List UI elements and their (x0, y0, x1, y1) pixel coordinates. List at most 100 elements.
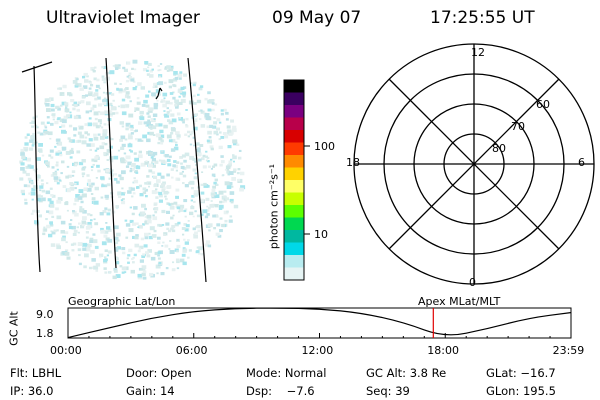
speckle (158, 191, 163, 196)
speckle (115, 111, 119, 115)
speckle (31, 125, 34, 128)
speckle (195, 226, 198, 228)
speckle (128, 133, 132, 137)
speckle (175, 195, 179, 199)
speckle (82, 85, 88, 89)
speckle (145, 104, 150, 108)
speckle (158, 159, 162, 162)
speckle (139, 245, 144, 250)
speckle (63, 115, 68, 120)
speckle (226, 210, 229, 213)
speckle (31, 188, 36, 192)
speckle (93, 265, 99, 270)
speckle (89, 239, 94, 243)
speckle (144, 207, 147, 211)
speckle (72, 210, 77, 215)
speckle (104, 256, 107, 259)
altplot-xtick-label: 12:00 (301, 344, 334, 357)
speckle (62, 84, 67, 89)
speckle (45, 103, 50, 107)
speckle (52, 172, 58, 176)
speckle (190, 199, 193, 202)
speckle (239, 187, 244, 192)
speckle (34, 220, 39, 224)
speckle (99, 122, 102, 125)
speckle (165, 197, 168, 201)
speckle (160, 175, 165, 179)
speckle (85, 94, 88, 97)
speckle (193, 176, 198, 180)
speckle (45, 161, 50, 166)
speckle (46, 108, 51, 112)
speckle (151, 190, 157, 195)
speckle (61, 160, 65, 164)
speckle (46, 224, 51, 229)
speckle (130, 125, 134, 128)
speckle (98, 103, 103, 107)
speckle (94, 222, 99, 226)
speckle (136, 97, 140, 100)
speckle (198, 246, 204, 251)
speckle (73, 101, 78, 105)
speckle (161, 189, 165, 192)
speckle (168, 248, 171, 250)
speckle (128, 149, 132, 152)
speckle (84, 131, 88, 135)
speckle (166, 210, 170, 214)
speckle (122, 66, 126, 70)
speckle (144, 161, 150, 165)
speckle (107, 208, 111, 212)
speckle (56, 243, 60, 247)
speckle (95, 89, 99, 92)
speckle (228, 182, 233, 186)
speckle (61, 237, 66, 242)
speckle (166, 134, 172, 139)
speckle (176, 267, 180, 270)
speckle (164, 66, 168, 69)
speckle (103, 123, 107, 126)
speckle (137, 82, 142, 86)
speckle (27, 164, 32, 168)
info-ip: IP: 36.0 (10, 384, 54, 398)
speckle (87, 179, 91, 182)
speckle (78, 262, 82, 266)
speckle (60, 230, 65, 234)
speckle (213, 117, 216, 120)
info-glon: GLon: 195.5 (486, 384, 556, 398)
speckle (43, 228, 48, 232)
speckle (192, 157, 197, 161)
speckle (23, 184, 28, 188)
speckle (81, 223, 85, 227)
speckle (204, 97, 208, 101)
speckle (178, 101, 183, 105)
speckle (149, 69, 153, 73)
speckle (232, 160, 235, 163)
speckle (182, 233, 185, 236)
speckle (205, 240, 211, 244)
speckle (135, 171, 139, 174)
speckle (148, 90, 151, 93)
speckle (152, 164, 156, 168)
speckle (82, 242, 88, 247)
speckle (149, 107, 154, 111)
speckle (60, 104, 63, 107)
speckle (103, 259, 108, 263)
speckle (99, 212, 104, 216)
speckle (138, 150, 142, 154)
speckle (124, 88, 127, 91)
speckle (75, 194, 80, 198)
speckle (121, 170, 126, 175)
speckle (118, 90, 123, 94)
speckle (160, 100, 163, 103)
speckle (121, 198, 125, 201)
speckle (219, 204, 224, 209)
speckle (174, 76, 179, 80)
speckle (216, 118, 221, 122)
speckle (20, 148, 25, 152)
speckle (230, 119, 234, 123)
speckle (126, 95, 131, 99)
speckle (189, 143, 193, 146)
altplot-xtick-label: 06:00 (175, 344, 208, 357)
colorbar-band (284, 180, 304, 193)
speckle (176, 161, 180, 164)
